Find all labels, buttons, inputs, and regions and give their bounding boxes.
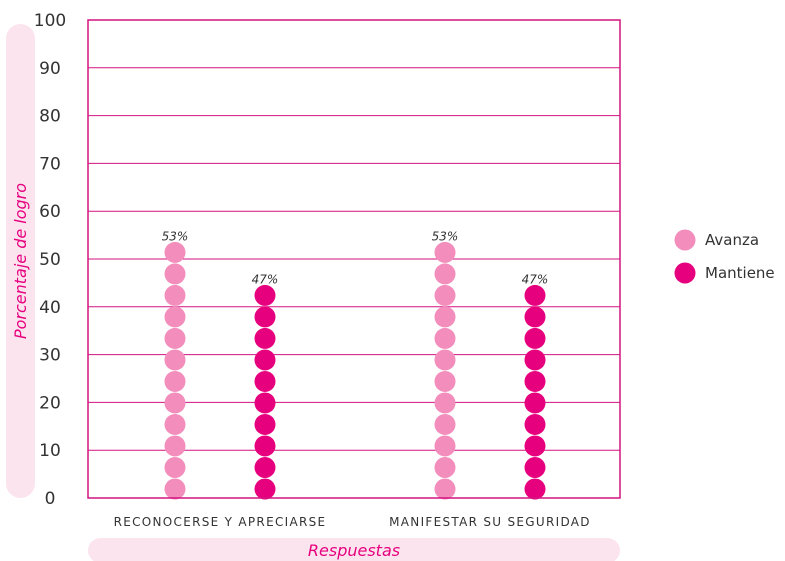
legend-marker-avanza [674,229,696,251]
data-dot-mantiene [254,370,276,392]
data-dot-mantiene [524,370,546,392]
data-dot-mantiene [254,327,276,349]
data-dot-mantiene [254,284,276,306]
data-dot-avanza [434,284,456,306]
data-dot-mantiene [524,284,546,306]
data-dot-mantiene [254,478,276,500]
data-dot-avanza [164,392,186,414]
y-tick-label: 90 [39,59,61,79]
x-axis-title-background [88,538,620,561]
data-dot-avanza [434,392,456,414]
y-tick-label: 0 [45,489,56,509]
data-label: 47% [252,272,279,286]
category-labels: RECONOCERSE Y APRECIARSE MANIFESTAR SU SE… [114,515,591,529]
data-dot-mantiene [524,456,546,478]
data-dot-mantiene [524,435,546,457]
y-tick-label: 70 [39,154,61,174]
data-dot-avanza [164,241,186,263]
data-dot-avanza [164,456,186,478]
data-dot-avanza [434,456,456,478]
data-dot-avanza [164,478,186,500]
data-labels: 53% 53% 47% 47% [162,229,549,286]
data-dot-mantiene [524,349,546,371]
data-dot-mantiene [524,413,546,435]
y-axis-title: Porcentaje de logro [11,183,30,339]
data-dot-avanza [164,370,186,392]
y-tick-labels: 0 10 20 30 40 50 60 70 80 90 100 [34,11,66,509]
category-label: MANIFESTAR SU SEGURIDAD [389,515,591,529]
data-dot-avanza [434,413,456,435]
data-dot-avanza [164,306,186,328]
y-tick-label: 60 [39,202,61,222]
data-dot-mantiene [254,392,276,414]
data-dot-avanza [434,327,456,349]
data-dot-avanza [164,349,186,371]
data-dot-mantiene [254,349,276,371]
y-tick-label: 10 [39,441,61,461]
category-label: RECONOCERSE Y APRECIARSE [114,515,327,529]
legend-label: Mantiene [705,264,775,282]
y-tick-label: 40 [39,298,61,318]
data-label: 53% [162,229,189,243]
x-axis-title: Respuestas [308,541,400,560]
y-tick-label: 100 [34,11,66,31]
y-axis-title-background [6,24,35,498]
data-dot-avanza [434,306,456,328]
data-dot-mantiene [524,478,546,500]
y-tick-label: 30 [39,346,61,366]
data-label: 47% [522,272,549,286]
data-dot-mantiene [524,392,546,414]
data-dot-avanza [164,413,186,435]
legend-marker-mantiene [674,262,696,284]
data-dot-avanza [164,327,186,349]
data-label: 53% [432,229,459,243]
y-tick-label: 20 [39,393,61,413]
data-dot-avanza [434,349,456,371]
data-dot-avanza [434,478,456,500]
data-dot-avanza [434,435,456,457]
data-dot-mantiene [524,306,546,328]
data-dot-avanza [434,263,456,285]
data-dot-mantiene [254,456,276,478]
legend: Avanza Mantiene [674,229,775,284]
data-dot-avanza [434,241,456,263]
data-dot-mantiene [254,413,276,435]
data-dot-avanza [164,435,186,457]
y-tick-label: 50 [39,250,61,270]
data-dot-mantiene [524,327,546,349]
data-dot-avanza [164,263,186,285]
data-marks [164,241,546,500]
data-dot-mantiene [254,306,276,328]
data-dot-avanza [164,284,186,306]
data-dot-mantiene [254,435,276,457]
plot-frame [87,19,621,499]
legend-label: Avanza [705,231,759,249]
y-tick-label: 80 [39,107,61,127]
data-dot-avanza [434,370,456,392]
